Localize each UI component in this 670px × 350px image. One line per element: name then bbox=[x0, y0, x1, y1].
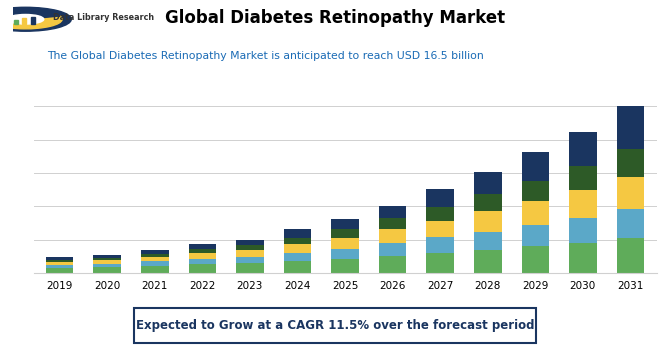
FancyBboxPatch shape bbox=[134, 308, 536, 343]
Bar bbox=[521, 181, 549, 201]
Bar bbox=[616, 106, 645, 149]
Bar bbox=[188, 244, 216, 249]
Bar bbox=[379, 256, 407, 273]
Bar bbox=[93, 264, 121, 267]
Bar bbox=[379, 243, 407, 256]
Text: The Global Diabetes Retinopathy Market is anticipated to reach USD 16.5 billion: The Global Diabetes Retinopathy Market i… bbox=[47, 51, 484, 61]
Bar bbox=[141, 254, 169, 257]
Bar bbox=[331, 259, 359, 273]
Bar bbox=[236, 257, 264, 264]
Bar bbox=[616, 177, 645, 209]
Bar bbox=[379, 206, 407, 218]
Bar bbox=[188, 259, 216, 264]
Bar bbox=[379, 218, 407, 229]
Bar bbox=[379, 229, 407, 243]
Bar bbox=[283, 244, 312, 253]
Bar bbox=[521, 225, 549, 246]
Bar bbox=[283, 261, 312, 273]
Bar bbox=[474, 211, 502, 232]
Bar bbox=[616, 209, 645, 238]
Text: Global Diabetes Retinopathy Market: Global Diabetes Retinopathy Market bbox=[165, 9, 505, 27]
Bar bbox=[616, 238, 645, 273]
Bar bbox=[236, 250, 264, 257]
Bar bbox=[14, 20, 17, 24]
Bar bbox=[521, 152, 549, 181]
Bar bbox=[141, 250, 169, 254]
Bar bbox=[46, 262, 74, 265]
Bar bbox=[426, 189, 454, 207]
Bar bbox=[521, 246, 549, 273]
Bar bbox=[569, 190, 597, 218]
Bar bbox=[188, 264, 216, 273]
Bar bbox=[93, 258, 121, 260]
Bar bbox=[283, 238, 312, 244]
Bar bbox=[46, 265, 74, 268]
Bar bbox=[236, 240, 264, 245]
Bar bbox=[426, 207, 454, 221]
Text: Data Library Research: Data Library Research bbox=[53, 13, 154, 22]
Bar bbox=[46, 260, 74, 262]
Bar bbox=[569, 243, 597, 273]
Bar bbox=[188, 253, 216, 259]
Bar bbox=[93, 260, 121, 264]
Bar bbox=[141, 266, 169, 273]
Wedge shape bbox=[0, 16, 62, 29]
Bar bbox=[236, 264, 264, 273]
Bar bbox=[474, 172, 502, 194]
Bar bbox=[46, 257, 74, 260]
Bar bbox=[569, 132, 597, 166]
Bar bbox=[426, 221, 454, 237]
Bar bbox=[93, 267, 121, 273]
Bar bbox=[474, 250, 502, 273]
Bar bbox=[474, 232, 502, 250]
Bar bbox=[141, 261, 169, 266]
Bar bbox=[426, 253, 454, 273]
Bar bbox=[331, 229, 359, 238]
Bar bbox=[283, 229, 312, 238]
Bar bbox=[474, 194, 502, 211]
Bar bbox=[331, 219, 359, 229]
Bar bbox=[331, 248, 359, 259]
Bar bbox=[188, 249, 216, 253]
Circle shape bbox=[7, 14, 44, 24]
Bar bbox=[569, 166, 597, 190]
Bar bbox=[46, 268, 74, 273]
Bar bbox=[521, 201, 549, 225]
Bar bbox=[283, 253, 312, 261]
Bar bbox=[31, 17, 35, 24]
Bar bbox=[569, 218, 597, 243]
Bar bbox=[141, 257, 169, 261]
Text: Expected to Grow at a CAGR 11.5% over the forecast period: Expected to Grow at a CAGR 11.5% over th… bbox=[136, 319, 534, 332]
Bar bbox=[236, 245, 264, 250]
Bar bbox=[331, 238, 359, 248]
Bar bbox=[426, 237, 454, 253]
Bar bbox=[616, 149, 645, 177]
Bar bbox=[93, 255, 121, 258]
Bar bbox=[23, 19, 26, 24]
Wedge shape bbox=[0, 10, 60, 22]
Circle shape bbox=[0, 7, 71, 31]
